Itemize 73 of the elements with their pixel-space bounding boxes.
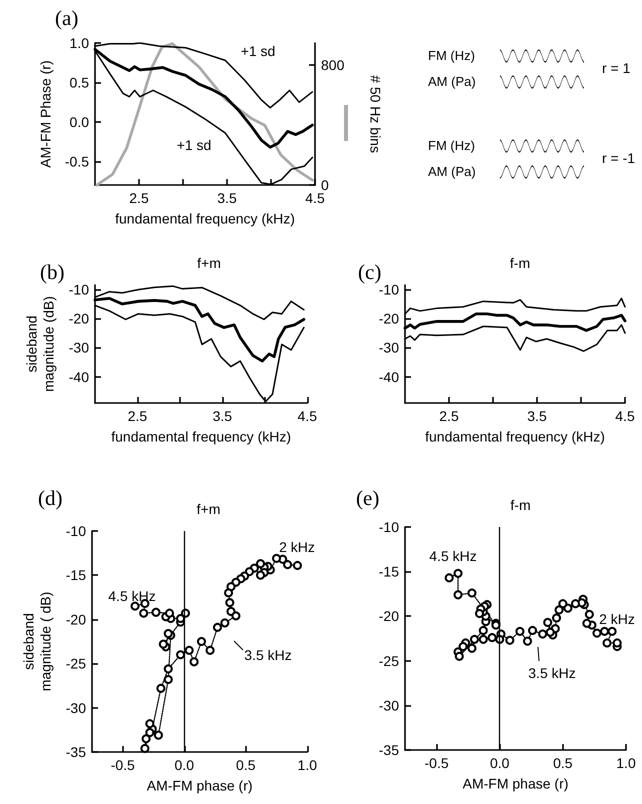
chart-title: f-m [510,255,530,271]
x-axis-title: fundamental frequency (kHz) [111,428,292,444]
y-tick-label: -15 [378,564,400,580]
text: FM (Hz) [428,48,475,63]
annotation: +1 sd [176,137,212,153]
annotation: 4.5 kHz [429,548,477,564]
text: FM (Hz) [428,138,475,153]
x-tick-label: 0.5 [553,755,573,771]
x-tick-label: 2.5 [129,190,149,206]
text: r = 1 [602,60,630,76]
y-tick-label: -40 [378,368,400,385]
y-tick-label: -40 [68,368,90,385]
y-tick-label: -10 [378,519,400,535]
x-axis-title: AM-FM phase (r) [462,775,568,792]
chart-title: f+m [196,501,220,517]
y-tick-label: -0.5 [64,153,90,170]
chart-title: f-m [510,497,531,513]
y-tick-label: -30 [378,340,400,356]
x-tick-label: 0.5 [236,757,256,773]
x-tick-label: 2.5 [128,408,148,424]
y-tick-label: -10 [378,281,400,298]
y-tick-label: -25 [66,656,86,672]
annotation: 3.5 kHz [244,647,292,663]
x-tick-label: 2.5 [439,408,459,424]
y2-tick-label: 800 [321,56,345,73]
text: r = -1 [602,150,636,166]
y-tick-label: -35 [378,742,400,758]
y-axis-title: sideband magnitude ( dB) [20,592,54,692]
text: (c) [358,260,382,284]
x-tick-label: 4.5 [615,408,635,424]
text: (d) [38,486,62,511]
annotation: 2 kHz [599,611,635,627]
x-tick-label: 0.0 [490,755,510,771]
y-tick-label: -10 [66,523,86,539]
x-tick-label: 3.5 [527,408,547,424]
y-tick-label: -20 [68,310,90,327]
x-axis-title: fundamental frequency (kHz) [425,428,605,444]
y-tick-label: 0.0 [70,114,90,130]
x-tick-label: 0.0 [174,757,194,773]
chart-title: f+m [197,255,221,271]
x-axis-title: AM-FM phase (r) [146,777,253,794]
y-tick-label: -15 [66,567,86,584]
y-tick-label: 1.0 [70,35,90,51]
annotation: 4.5 kHz [108,588,156,604]
y-tick-label: -10 [68,281,90,298]
y-tick-label: -30 [68,340,90,356]
text: (a) [55,6,78,31]
x-axis-title: fundamental frequency (kHz) [115,210,295,226]
annotation: 3.5 kHz [528,665,576,681]
x-tick-label: 3.5 [217,190,237,206]
text: AM (Pa) [428,164,476,179]
y-tick-label: -20 [378,608,400,624]
y-axis-title: sideband magnitude (dB) [24,296,56,392]
y-tick-label: -25 [378,652,400,669]
text: (e) [356,486,380,511]
x-tick-label: 1.0 [616,755,636,771]
annotation: 2 kHz [279,539,315,555]
x-tick-label: 3.5 [212,408,232,424]
y2-axis-title: # 50 Hz bins [368,75,384,153]
x-tick-label: -0.5 [424,755,449,771]
text: (b) [40,260,64,285]
y-tick-label: -30 [378,697,400,714]
text: AM (Pa) [428,74,476,89]
y-axis-title: AM-FM Phase (r) [37,60,54,168]
x-tick-label: -0.5 [110,757,136,773]
x-tick-label: 4.5 [298,408,318,424]
y-tick-label: -35 [66,744,86,760]
y-tick-label: -30 [66,700,86,716]
annotation: +1 sd [240,43,276,59]
x-tick-label: 1.0 [298,757,318,773]
y-tick-label: -20 [378,310,400,327]
y-tick-label: -20 [66,611,86,628]
y-tick-label: 0.5 [70,74,90,90]
